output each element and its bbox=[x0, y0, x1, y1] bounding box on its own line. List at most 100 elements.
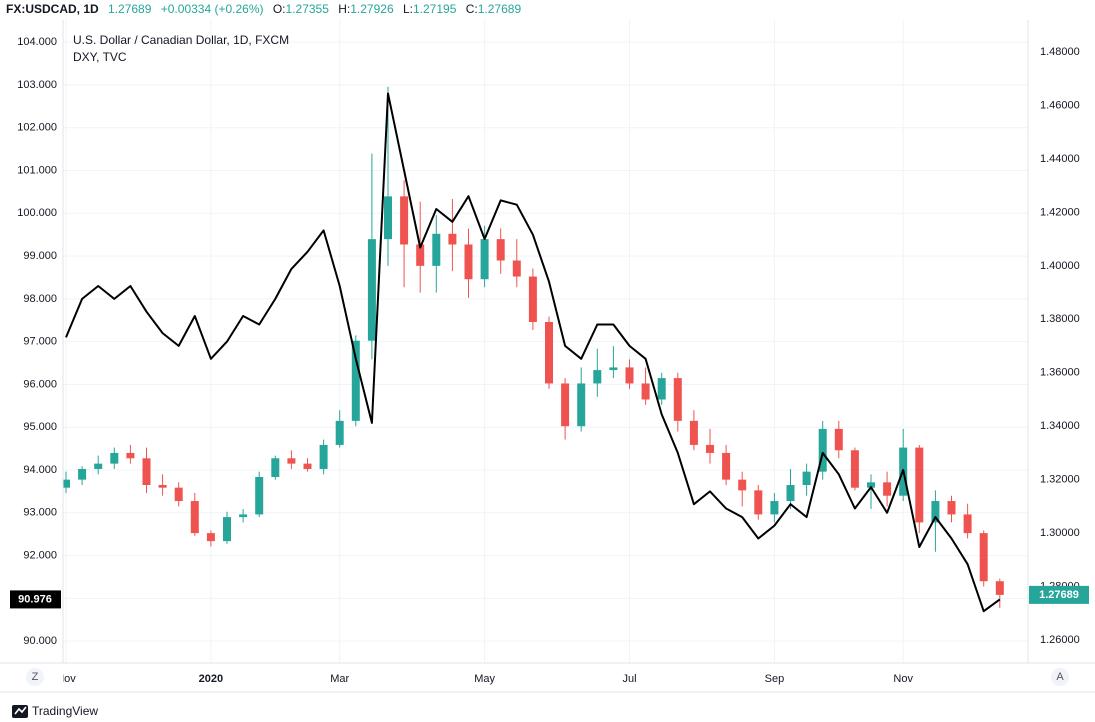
y-tick-label: 94.000 bbox=[23, 464, 57, 476]
candle-body bbox=[834, 428, 843, 451]
candle-body bbox=[158, 485, 167, 488]
candle-body bbox=[351, 340, 360, 421]
candle-body bbox=[931, 501, 940, 523]
y-tick-label: 101.000 bbox=[17, 164, 57, 176]
ohlc-value: 1.27689 bbox=[478, 2, 522, 16]
candle-body bbox=[78, 468, 87, 480]
candle-body bbox=[528, 276, 537, 322]
candle-body bbox=[867, 482, 875, 488]
y-tick-label: 97.000 bbox=[23, 336, 57, 348]
candle-body bbox=[94, 463, 103, 469]
y-tick-label: 104.000 bbox=[17, 36, 57, 48]
candle-body bbox=[786, 485, 795, 502]
candle-body bbox=[770, 501, 779, 515]
y2-tick-label: 1.48000 bbox=[1040, 46, 1080, 58]
candle-body bbox=[625, 367, 634, 384]
scale-button[interactable] bbox=[26, 668, 44, 686]
brand-logo bbox=[12, 705, 28, 718]
ohlc-value: 1.27926 bbox=[350, 2, 394, 16]
y-tick-label: 98.000 bbox=[23, 293, 57, 305]
auto-button[interactable] bbox=[1051, 668, 1069, 686]
candle-body bbox=[190, 501, 199, 534]
y2-tick-label: 1.30000 bbox=[1040, 527, 1080, 539]
candle-body bbox=[850, 450, 859, 488]
symbol: FX:USDCAD, 1D bbox=[6, 2, 99, 16]
ohlc-value: 1.27355 bbox=[286, 2, 330, 16]
candle-body bbox=[239, 514, 248, 518]
scale-button-label[interactable]: Z bbox=[32, 671, 39, 683]
change: +0.00334 (+0.26%) bbox=[161, 2, 264, 16]
candle-body bbox=[802, 471, 811, 486]
plot-area: Nov 2020 Mar May Jul Sep Nov bbox=[63, 86, 1004, 685]
candle-body bbox=[947, 501, 956, 515]
candle-body bbox=[963, 514, 972, 534]
brand: TradingView bbox=[32, 704, 98, 718]
candle-body bbox=[673, 378, 682, 421]
x-tick-label: Nov bbox=[893, 673, 913, 685]
candle-body bbox=[432, 233, 441, 266]
candle-body bbox=[545, 321, 553, 384]
last-price: 1.27689 bbox=[108, 2, 152, 16]
price-tag: 1.27689 bbox=[1039, 589, 1079, 601]
y2-tick-label: 1.34000 bbox=[1040, 420, 1080, 432]
ohlc-label: L: bbox=[403, 2, 413, 16]
y2-tick-label: 1.36000 bbox=[1040, 367, 1080, 379]
y-tick-label: 90.000 bbox=[23, 635, 57, 647]
line-series bbox=[65, 92, 1001, 613]
y-tick-label: 95.000 bbox=[23, 421, 57, 433]
candle-body bbox=[400, 196, 409, 245]
candle-body bbox=[689, 420, 698, 445]
candle-body bbox=[142, 458, 151, 486]
legend-entry: DXY, TVC bbox=[73, 50, 127, 64]
candle-body bbox=[754, 490, 763, 515]
candle-body bbox=[915, 447, 924, 523]
candle-body bbox=[593, 370, 602, 384]
candle-body bbox=[464, 244, 473, 280]
candle-body bbox=[641, 383, 650, 400]
candle-body bbox=[416, 244, 425, 266]
candle-body bbox=[126, 452, 135, 459]
y2-tick-label: 1.42000 bbox=[1040, 206, 1080, 218]
y-tick-label: 100.000 bbox=[17, 207, 57, 219]
price-tag: 90.976 bbox=[18, 593, 52, 605]
candle-body bbox=[319, 444, 328, 469]
y-tick-label: 93.000 bbox=[23, 507, 57, 519]
candle-body bbox=[448, 233, 457, 245]
y2-tick-label: 1.46000 bbox=[1040, 99, 1080, 111]
candle-body bbox=[271, 458, 280, 477]
x-tick-label: Mar bbox=[330, 673, 349, 685]
x-tick-label: May bbox=[474, 673, 495, 685]
candle-body bbox=[287, 458, 296, 464]
candle-body bbox=[206, 533, 215, 542]
auto-button-label[interactable]: A bbox=[1056, 671, 1064, 683]
x-tick-label: 2020 bbox=[199, 673, 223, 685]
ohlc-label: C: bbox=[466, 2, 478, 16]
y2-tick-label: 1.40000 bbox=[1040, 260, 1080, 272]
candle-body bbox=[512, 260, 521, 277]
x-tick-label: Sep bbox=[765, 673, 785, 685]
candle-body bbox=[995, 581, 1004, 595]
y2-tick-label: 1.38000 bbox=[1040, 313, 1080, 325]
candle-body bbox=[706, 444, 714, 453]
y2-tick-label: 1.26000 bbox=[1040, 634, 1080, 646]
candle-body bbox=[577, 383, 586, 427]
y2-tick-label: 1.44000 bbox=[1040, 153, 1080, 165]
candle-body bbox=[480, 239, 489, 280]
candle-body bbox=[303, 463, 312, 469]
candle-body bbox=[63, 479, 70, 488]
legend-entry: U.S. Dollar / Canadian Dollar, 1D, FXCM bbox=[73, 33, 289, 47]
candle-body bbox=[609, 367, 618, 371]
y-tick-label: 92.000 bbox=[23, 550, 57, 562]
candle-body bbox=[561, 383, 570, 427]
candle-body bbox=[738, 479, 747, 491]
x-tick-label: Jul bbox=[622, 673, 636, 685]
candle-body bbox=[335, 420, 344, 445]
price-tag-bg bbox=[10, 590, 61, 609]
y-tick-label: 99.000 bbox=[23, 250, 57, 262]
candle-body bbox=[496, 239, 505, 261]
header: FX:USDCAD, 1D 1.27689 +0.00334 (+0.26%) … bbox=[6, 2, 521, 16]
candle-body bbox=[818, 428, 827, 472]
candle-body bbox=[110, 452, 119, 464]
y-tick-label: 96.000 bbox=[23, 378, 57, 390]
